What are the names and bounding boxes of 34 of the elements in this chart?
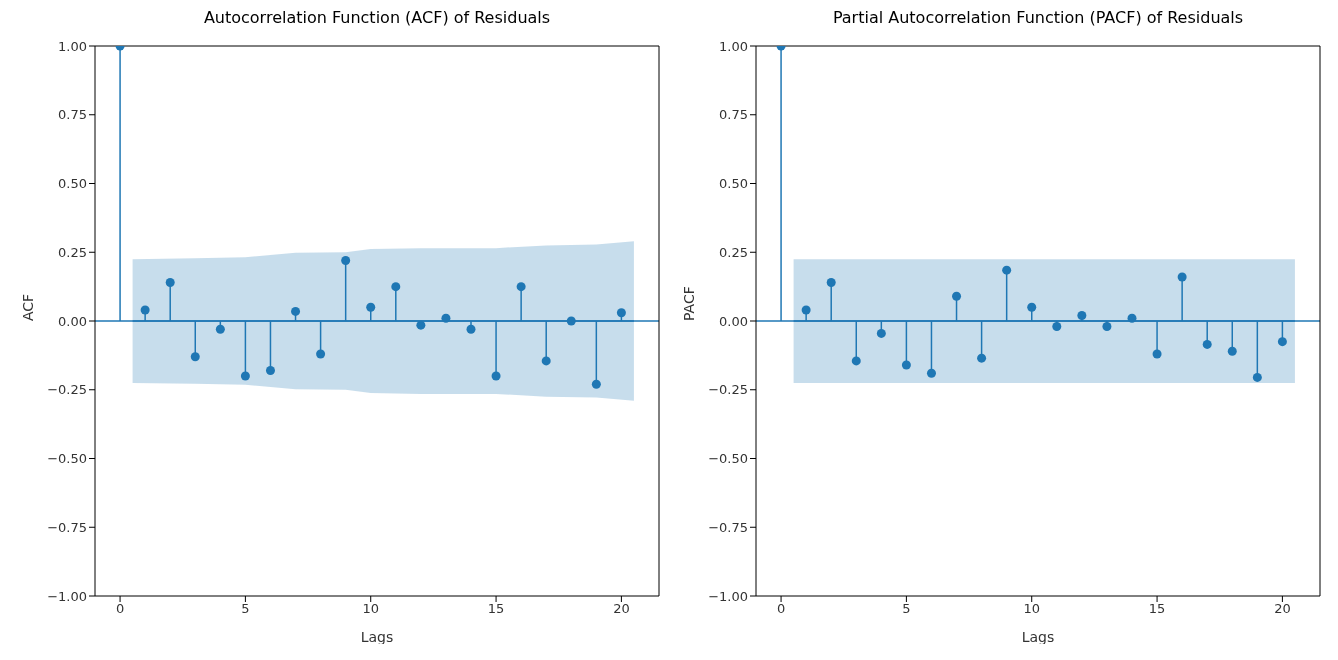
x-axis-title: Lags xyxy=(1021,629,1055,645)
x-tick-label: 0 xyxy=(115,601,125,617)
x-tick-label: 20 xyxy=(1274,601,1291,617)
y-tick-label: −0.25 xyxy=(708,382,748,398)
y-tick-label: 0.50 xyxy=(719,176,748,192)
y-tick-label: 0.75 xyxy=(719,107,748,123)
x-tick-label: 15 xyxy=(1148,601,1166,617)
y-tick-label: 1.00 xyxy=(719,38,748,54)
x-axis-title: Lags xyxy=(360,629,394,645)
y-tick-label: 0.00 xyxy=(719,313,748,329)
chart-title: Autocorrelation Function (ACF) of Residuals xyxy=(202,8,552,29)
chart-title: Partial Autocorrelation Function (PACF) of Residuals xyxy=(831,8,1245,29)
x-tick-label: 10 xyxy=(1023,601,1041,617)
y-tick-label: 0.75 xyxy=(58,107,87,123)
y-tick-label: 0.50 xyxy=(58,176,87,192)
x-tick-label: 5 xyxy=(241,601,250,617)
y-tick-label: 0.25 xyxy=(719,244,748,260)
y-tick-label: 0.00 xyxy=(58,313,87,329)
x-tick-label: 15 xyxy=(487,601,505,617)
y-tick-label: −1.00 xyxy=(47,588,87,604)
y-tick-label: 0.25 xyxy=(58,244,87,260)
y-tick-label: −1.00 xyxy=(708,588,748,604)
y-tick-label: −0.50 xyxy=(47,451,87,467)
x-tick-label: 20 xyxy=(613,601,630,617)
x-tick-label: 5 xyxy=(902,601,911,617)
y-tick-label: −0.50 xyxy=(708,451,748,467)
y-tick-label: −0.75 xyxy=(47,519,87,535)
y-axis-title: ACF xyxy=(19,293,36,321)
y-axis-title: PACF xyxy=(680,286,697,321)
y-tick-label: −0.25 xyxy=(47,382,87,398)
y-tick-label: −0.75 xyxy=(708,519,748,535)
y-tick-label: 1.00 xyxy=(58,38,87,54)
x-tick-label: 10 xyxy=(362,601,380,617)
x-tick-label: 0 xyxy=(776,601,786,617)
